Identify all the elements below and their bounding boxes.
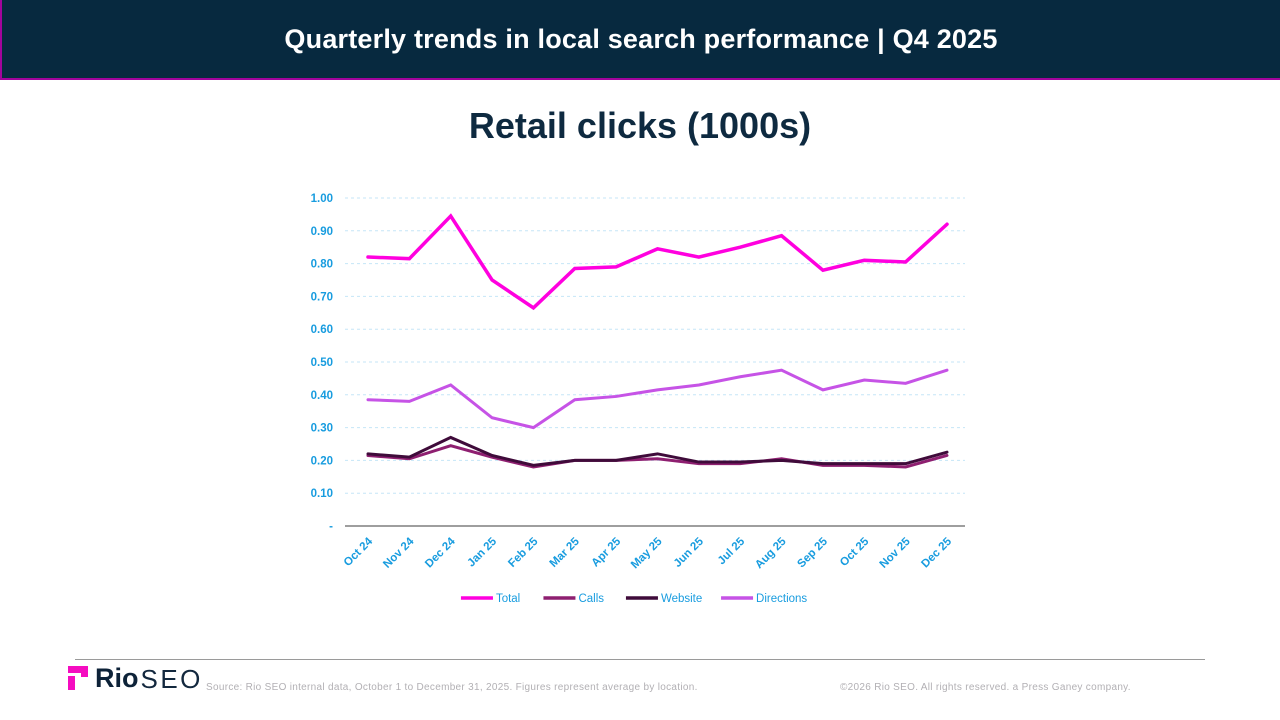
- x-tick-label: Jul 25: [716, 535, 748, 567]
- y-tick-label: 0.40: [311, 390, 333, 402]
- x-tick-label: Apr 25: [589, 535, 623, 569]
- logo-text-rio: Rio: [95, 663, 139, 693]
- line-chart-canvas: - 0.10 0.20 0.30 0.40 0.50 0.60 0.70 0.80 0.90 1.0…: [311, 193, 965, 605]
- y-tick-label: 0.90: [311, 226, 333, 238]
- x-tick-label: Dec 24: [423, 535, 458, 570]
- y-tick-label: 0.10: [311, 488, 333, 500]
- x-tick-label: Aug 25: [753, 535, 789, 571]
- x-tick-label: Sep 25: [795, 535, 830, 570]
- legend-label-directions: Directions: [756, 593, 807, 605]
- x-tick-label: May 25: [629, 535, 665, 571]
- chart-title: Retail clicks (1000s): [468, 105, 812, 146]
- series-line-directions: [366, 368, 949, 430]
- x-tick-label: Oct 24: [342, 535, 376, 569]
- x-tick-label: Oct 25: [838, 535, 872, 569]
- series-line-website: [366, 435, 949, 467]
- slide-header-bar: Quarterly trends in local search perform…: [0, 0, 1280, 80]
- y-tick-label: 0.50: [311, 357, 333, 369]
- x-tick-label: Nov 25: [878, 535, 914, 571]
- series-line-calls: [366, 444, 949, 469]
- x-tick-label: Mar 25: [548, 535, 583, 570]
- x-tick-label: Jan 25: [465, 535, 499, 569]
- rioseo-logo-icon: [68, 666, 88, 690]
- source-note: Source: Rio SEO internal data, October 1…: [206, 682, 698, 693]
- logo-text-seo: SEO: [140, 664, 203, 694]
- x-tick-label: Jun 25: [672, 535, 707, 570]
- y-tick-label: 1.00: [311, 193, 333, 205]
- legend-label-calls: Calls: [578, 593, 604, 605]
- slide-title: Quarterly trends in local search perform…: [284, 23, 998, 54]
- y-tick-label: 0.60: [311, 324, 333, 336]
- x-tick-label: Nov 24: [381, 535, 417, 571]
- y-tick-label: 0.80: [311, 259, 333, 271]
- x-tick-label: Feb 25: [506, 535, 541, 570]
- footer-divider: [75, 659, 1205, 660]
- y-tick-label: 0.70: [311, 291, 333, 303]
- legend-label-website: Website: [661, 593, 702, 605]
- rioseo-logo: Rio SEO: [68, 664, 203, 692]
- x-tick-label: Dec 25: [919, 535, 954, 570]
- series-line-total: [366, 213, 949, 311]
- copyright-note: ©2026 Rio SEO. All rights reserved. a Pr…: [840, 682, 1131, 693]
- y-tick-label: 0.30: [311, 423, 333, 435]
- line-chart: - 0.10 0.20 0.30 0.40 0.50 0.60 0.70 0.80 0.90 1.0…: [275, 175, 995, 620]
- legend-label-total: Total: [496, 593, 520, 605]
- y-tick-label: -: [329, 521, 333, 533]
- y-tick-label: 0.20: [311, 455, 333, 467]
